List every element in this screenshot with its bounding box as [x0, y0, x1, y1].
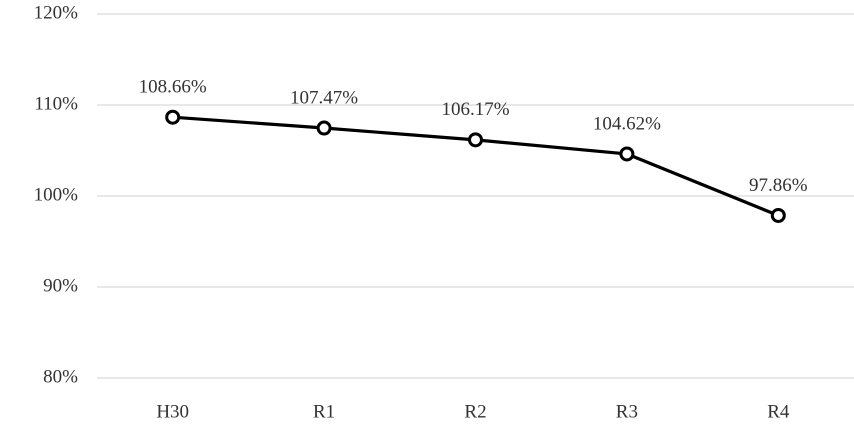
x-tick-label: R2	[464, 401, 486, 422]
data-label: 108.66%	[139, 77, 207, 98]
y-tick-label: 90%	[43, 275, 78, 296]
point	[468, 132, 483, 148]
y-tick-label: 80%	[43, 366, 78, 387]
y-tick-label: 100%	[34, 184, 79, 205]
data-label: 106.17%	[441, 99, 509, 120]
point	[165, 109, 181, 125]
point	[316, 120, 332, 136]
y-tick-label: 110%	[34, 93, 78, 114]
x-tick-label: R3	[616, 401, 638, 422]
x-tick-label: R1	[313, 401, 335, 422]
data-label: 107.47%	[290, 87, 358, 108]
point	[619, 146, 635, 162]
y-tick-label: 120%	[34, 2, 79, 23]
x-tick-label: R4	[767, 401, 790, 422]
data-label: 97.86%	[749, 175, 808, 196]
point	[770, 207, 786, 223]
x-tick-label: H30	[156, 401, 189, 422]
series-line	[172, 115, 779, 217]
data-label: 104.62%	[593, 113, 661, 134]
